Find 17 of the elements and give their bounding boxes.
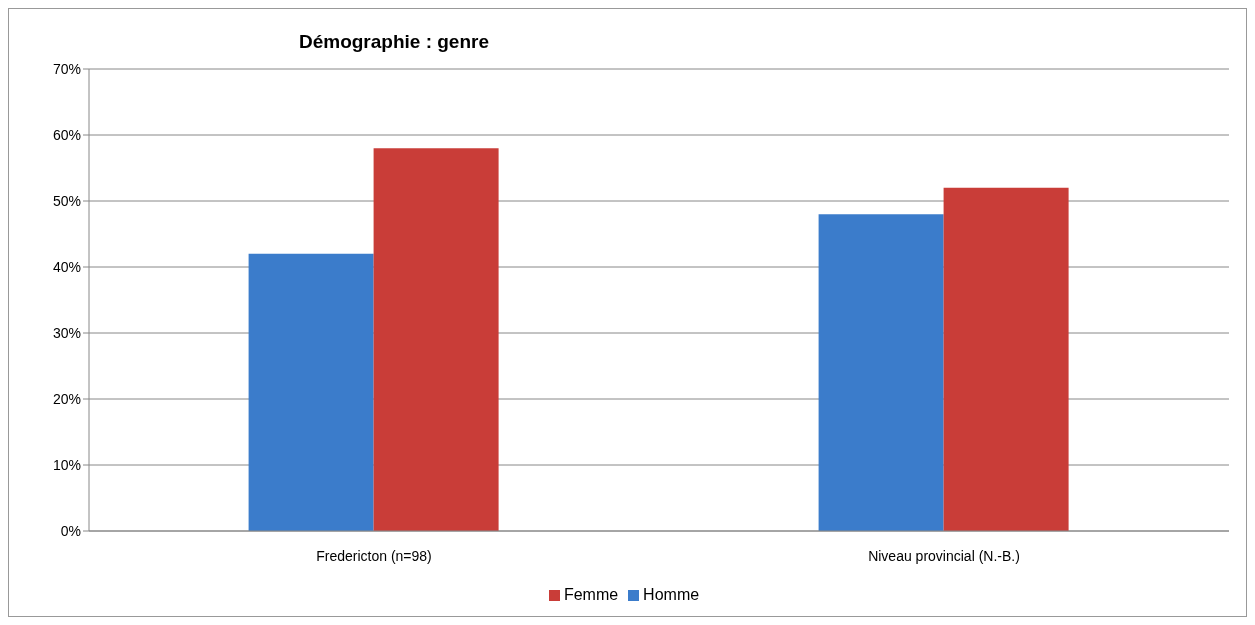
y-tick-label: 50% [52,192,81,209]
y-tick-label: 20% [52,390,81,407]
chart-title: Démographie : genre [297,31,490,53]
y-tick-label: 40% [52,258,81,275]
y-tick-label: 0% [60,522,81,539]
bar [943,187,1069,531]
bar [373,148,499,531]
x-tick-label: Fredericton (n=98) [316,547,432,564]
y-tick-label: 10% [52,456,81,473]
legend-label: Femme [563,586,619,603]
bar [248,253,374,531]
y-tick-label: 70% [52,60,81,77]
legend-label: Homme [643,586,700,603]
y-tick-label: 60% [52,126,81,143]
bar [818,214,944,531]
x-tick-label: Niveau provincial (N.-B.) [868,547,1020,564]
y-tick-label: 30% [52,324,81,341]
